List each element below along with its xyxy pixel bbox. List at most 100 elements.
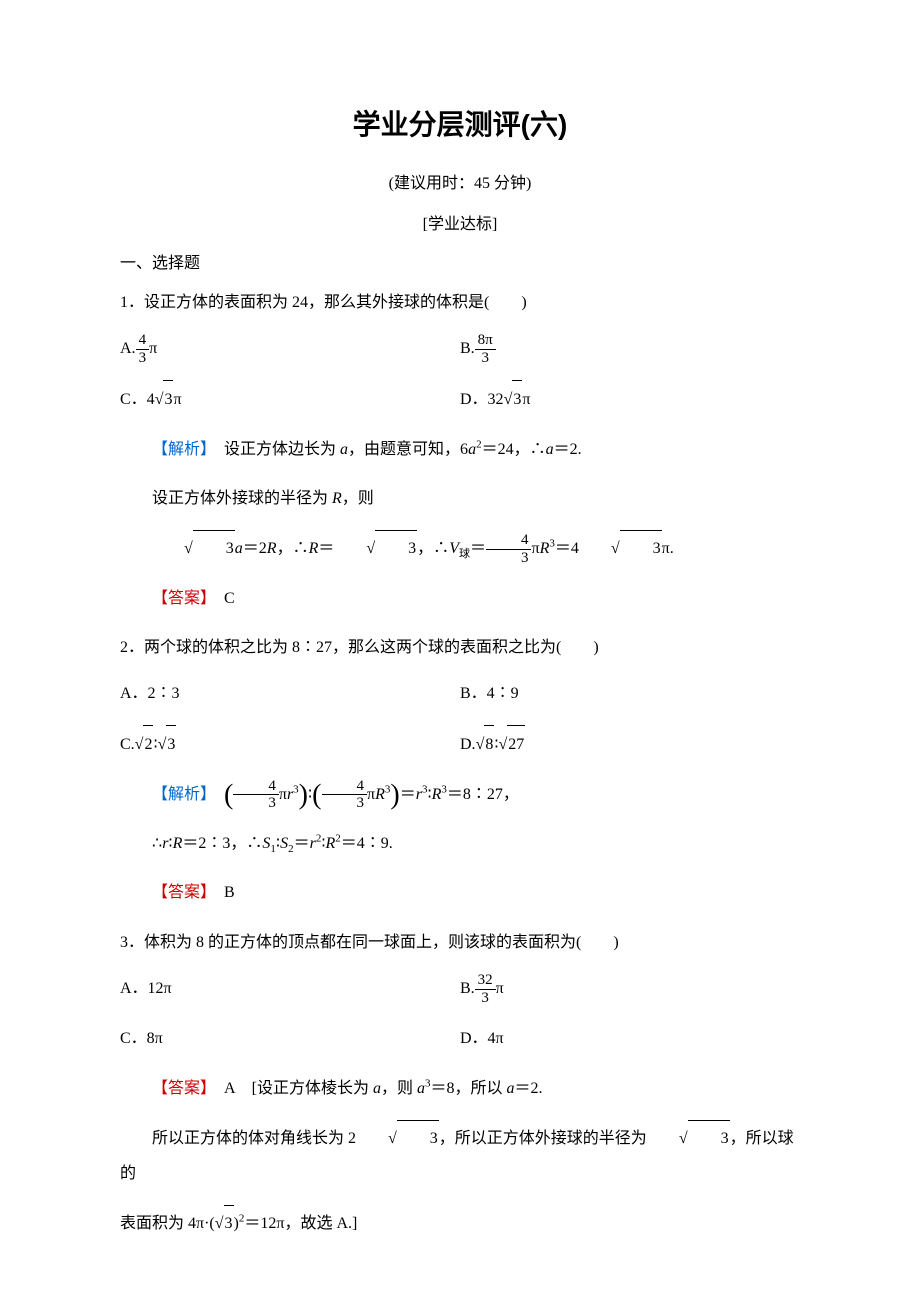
var: a: [417, 1080, 425, 1097]
sqrt-body: 27: [507, 725, 525, 764]
paren-right: ): [390, 779, 399, 810]
sub: 球: [459, 548, 470, 560]
section-heading: 一、选择题: [120, 250, 800, 279]
frac-den: 3: [322, 795, 368, 812]
sqrt-body: 3: [397, 1120, 439, 1156]
q3-stem: 3．体积为 8 的正方体的顶点都在同一球面上，则该球的表面积为( ): [120, 925, 800, 960]
q2-options-1: A．2∶3 B．4∶9: [120, 675, 800, 713]
q1-analysis-3: 3a＝2R，∴R＝3，∴V球＝43πR3＝43π.: [120, 530, 800, 566]
answer-label: 【答案】: [152, 884, 208, 901]
q2-options-2: C.2∶3 D.8∶27: [120, 725, 800, 764]
var: R: [309, 540, 319, 557]
q1-options-2: C．43π D．323π: [120, 380, 800, 419]
var: a: [373, 1080, 381, 1097]
q2-option-b: B．4∶9: [460, 675, 800, 713]
q2-analysis-1: 【解析】 (43πr3)∶(43πR3)＝r3∶R3＝8∶27，: [120, 777, 800, 812]
var: R: [540, 540, 550, 557]
opt-suffix: π: [149, 340, 157, 357]
q3-option-c: C．8π: [120, 1020, 460, 1058]
text: 8∶27，: [463, 786, 519, 803]
q1-answer: 【答案】 C: [120, 581, 800, 616]
q3-options-2: C．8π D．4π: [120, 1020, 800, 1058]
opt-prefix: B.: [460, 340, 475, 357]
answer-text: A: [224, 1080, 236, 1097]
opt-prefix: A.: [120, 340, 136, 357]
q2-answer: 【答案】 B: [120, 875, 800, 910]
paren-right: ): [299, 779, 308, 810]
q1-option-d: D．323π: [460, 380, 800, 419]
var: a: [468, 441, 476, 458]
q2-stem: 2．两个球的体积之比为 8∶27，那么这两个球的表面积之比为( ): [120, 630, 800, 665]
q1-analysis-1: 【解析】 设正方体边长为 a，由题意可知，6a2＝24，∴a＝2.: [120, 432, 800, 467]
var: a: [340, 441, 348, 458]
paren-left: (: [224, 779, 233, 810]
text: ＝: [447, 786, 463, 803]
text: ＝2∶3，∴: [182, 835, 262, 852]
var: R: [267, 540, 277, 557]
frac-den: 3: [475, 350, 496, 367]
var: a: [235, 540, 243, 557]
var: V: [449, 540, 459, 557]
text: ，所以正方体外接球的半径为: [439, 1130, 647, 1147]
q2-option-c: C.2∶3: [120, 725, 460, 764]
answer-label: 【答案】: [152, 1080, 208, 1097]
frac-num: 32: [475, 972, 496, 990]
q1-option-a: A.43π: [120, 330, 460, 368]
text: ＝: [294, 835, 310, 852]
var: R: [325, 835, 335, 852]
text: ，∴: [277, 540, 309, 557]
frac-den: 3: [475, 990, 496, 1007]
text: ＝: [318, 540, 334, 557]
q2-option-d: D.8∶27: [460, 725, 800, 764]
sqrt-body: 3: [224, 1205, 234, 1241]
opt-suffix: π: [496, 980, 504, 997]
q1-analysis-2: 设正方体外接球的半径为 R，则: [120, 481, 800, 516]
analysis-label: 【解析】: [152, 441, 208, 458]
sqrt-body: 3: [163, 380, 173, 419]
analysis-label: 【解析】: [152, 786, 208, 803]
text: ＝8，所以: [430, 1080, 506, 1097]
q3-answer-line: 【答案】 A [设正方体棱长为 a，则 a3＝8，所以 a＝2.: [120, 1071, 800, 1106]
frac-den: 3: [136, 350, 150, 367]
frac-num: 8π: [475, 332, 496, 350]
section-label: [学业达标]: [120, 211, 800, 240]
text: ＝2.: [554, 441, 582, 458]
sqrt-body: 2: [143, 725, 153, 764]
sqrt-body: 3: [688, 1120, 730, 1156]
text: ＝12π，故选 A.]: [244, 1215, 357, 1232]
text: 所以正方体的体对角线长为 2: [152, 1130, 356, 1147]
q3-explain-3: 表面积为 4π·(3)2＝12π，故选 A.]: [120, 1205, 800, 1241]
q1-stem: 1．设正方体的表面积为 24，那么其外接球的体积是( ): [120, 285, 800, 320]
text: ＝24，∴: [482, 441, 546, 458]
text: ，则: [381, 1080, 417, 1097]
text: ＝2: [243, 540, 267, 557]
q3-options-1: A．12π B.323π: [120, 970, 800, 1008]
text: ＝: [470, 540, 486, 557]
answer-text: C: [224, 590, 235, 607]
sqrt-body: 8: [484, 725, 494, 764]
q3-option-d: D．4π: [460, 1020, 800, 1058]
frac-den: 3: [486, 550, 532, 567]
q1-option-b: B.8π3: [460, 330, 800, 368]
var: a: [546, 441, 554, 458]
opt-prefix: D.: [460, 736, 476, 753]
var: R: [332, 490, 342, 507]
answer-label: 【答案】: [152, 590, 208, 607]
q1-option-c: C．43π: [120, 380, 460, 419]
q1-options-1: A.43π B.8π3: [120, 330, 800, 368]
q3-option-b: B.323π: [460, 970, 800, 1008]
var: R: [173, 835, 183, 852]
page-subtitle: (建议用时：45 分钟): [120, 170, 800, 199]
text: 设正方体外接球的半径为: [152, 490, 332, 507]
q2-analysis-2: ∴r∶R＝2∶3，∴S1∶S2＝r2∶R2＝4∶9.: [120, 826, 800, 861]
text: ，∴: [417, 540, 449, 557]
frac-num: 4: [233, 778, 279, 796]
text: ＝4: [555, 540, 579, 557]
text: ＝: [400, 786, 416, 803]
text: ，由题意可知，6: [348, 441, 468, 458]
sqrt-body: 3: [193, 530, 235, 566]
text: π: [367, 786, 375, 803]
frac-num: 4: [136, 332, 150, 350]
sqrt-body: 3: [166, 725, 176, 764]
frac-den: 3: [233, 795, 279, 812]
